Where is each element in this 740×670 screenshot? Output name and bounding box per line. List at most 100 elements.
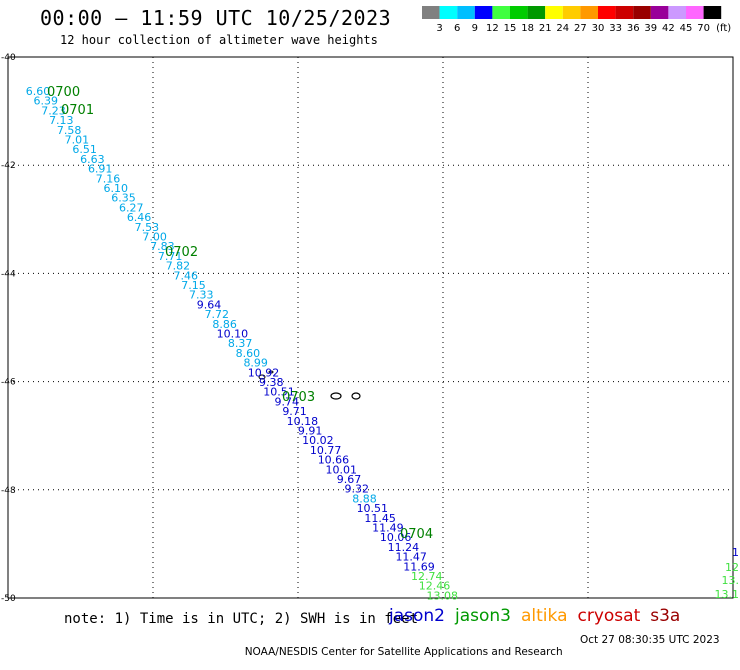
- wave-height-value: 7.72: [205, 308, 230, 321]
- colorbar-swatch: [598, 6, 616, 19]
- map-subtitle: 12 hour collection of altimeter wave hei…: [60, 33, 378, 47]
- footer-credit: NOAA/NESDIS Center for Satellite Applica…: [238, 634, 720, 670]
- wave-height-value: 6.39: [34, 95, 59, 108]
- time-label: 0702: [165, 245, 198, 260]
- wave-height-value: 9.64: [197, 298, 222, 311]
- wave-height-value: 6.63: [80, 153, 105, 166]
- colorbar-swatch: [457, 6, 475, 19]
- wave-height-value: 11.69: [403, 560, 435, 573]
- wave-height-value: 13.: [722, 574, 740, 587]
- colorbar-swatch: [668, 6, 686, 19]
- wave-height-value: 12.74: [411, 570, 443, 583]
- colorbar-tick-label: 18: [521, 23, 534, 34]
- wave-height-value: 13.1: [715, 588, 740, 601]
- wave-height-value: 6.10: [104, 182, 129, 195]
- wave-height-value: 10.77: [310, 444, 342, 457]
- wave-height-value: 6.60: [26, 85, 51, 98]
- wave-height-value: 10.01: [325, 463, 357, 476]
- map-title: 00:00 – 11:59 UTC 10/25/2023: [40, 6, 392, 30]
- wave-height-value: 12: [725, 561, 739, 574]
- wave-height-value: 8.86: [212, 318, 237, 331]
- satellite-cryosat: cryosat: [577, 606, 641, 626]
- wave-height-value: 8.88: [352, 492, 377, 505]
- wave-height-value: 11.45: [364, 512, 396, 525]
- colorbar-swatch: [422, 6, 440, 19]
- wave-height-value: 9.67: [337, 473, 362, 486]
- island-outline: [258, 374, 266, 380]
- wave-height-value: 7.53: [135, 221, 160, 234]
- wave-height-value: 6.35: [111, 192, 136, 205]
- wave-height-value: 9.38: [259, 376, 284, 389]
- wave-height-value: 8.99: [243, 357, 268, 370]
- colorbar-tick-label: 42: [662, 23, 675, 34]
- wave-height-value: 10.06: [380, 531, 412, 544]
- wave-height-value: 7.13: [49, 114, 74, 127]
- colorbar-swatch: [633, 6, 651, 19]
- colorbar-tick-label: 9: [472, 23, 478, 34]
- wave-height-value: 9.74: [275, 395, 300, 408]
- wave-height-value: 7.00: [142, 231, 167, 244]
- colorbar-swatch: [545, 6, 563, 19]
- wave-height-value: 7.46: [173, 269, 198, 282]
- lat-tick-label: -50: [1, 594, 16, 604]
- colorbar-swatch: [474, 6, 493, 19]
- wave-height-value: 8.37: [228, 337, 253, 350]
- satellite-legend: jason2 jason3 altika cryosat s3a: [389, 606, 690, 626]
- wave-height-value: 10.18: [287, 415, 319, 428]
- wave-height-value: 7.16: [96, 172, 121, 185]
- wave-height-value: 7.15: [181, 279, 206, 292]
- wave-height-value: 10.92: [248, 366, 280, 379]
- satellite-s3a: s3a: [650, 606, 681, 626]
- satellite-jason3: jason3: [455, 606, 511, 626]
- colorbar-tick-label: 36: [627, 23, 640, 34]
- wave-height-value: 6.27: [119, 201, 144, 214]
- wave-height-value: 10.02: [302, 434, 334, 447]
- map-frame: [7, 56, 734, 599]
- wave-height-value: 8.60: [236, 347, 261, 360]
- wave-height-value: 7.33: [189, 289, 214, 302]
- colorbar-tick-label: 39: [644, 23, 657, 34]
- wave-height-value: 7.71: [158, 250, 183, 263]
- time-label: 0701: [61, 103, 94, 118]
- colorbar-tick-label: 33: [609, 23, 622, 34]
- crozet-islands: [258, 370, 361, 400]
- colorbar-swatch: [615, 6, 634, 19]
- satellite-altika: altika: [521, 606, 568, 626]
- wave-height-value: 10.66: [318, 454, 350, 467]
- colorbar-swatch: [439, 6, 458, 19]
- wave-height-colorbar: 3 6 9 12 15 18 21 24 27 30 33 36 39 42 45 70 (ft): [422, 6, 731, 34]
- colorbar-swatch: [562, 6, 581, 19]
- colorbar-swatch: [510, 6, 528, 19]
- satellite-jason2: jason2: [389, 606, 445, 626]
- island-outline: [351, 392, 361, 400]
- wave-height-value: 10.10: [217, 328, 249, 341]
- wave-height-value: 1: [732, 546, 739, 559]
- wave-height-value: 7.58: [57, 124, 82, 137]
- colorbar-tick-label: 45: [680, 23, 693, 34]
- wave-height-value: 7.01: [65, 134, 90, 147]
- wave-height-value: 13.08: [427, 589, 459, 602]
- colorbar-swatch: [686, 6, 704, 19]
- island-outline: [268, 370, 274, 374]
- wave-height-value: 10.51: [357, 502, 389, 515]
- wave-height-value: 9.91: [298, 425, 323, 438]
- generation-timestamp: Oct 27 08:30:35 UTC 2023: [580, 634, 720, 646]
- time-label: 0704: [400, 527, 433, 542]
- colorbar-tick-label: 3: [436, 23, 442, 34]
- wave-height-track: 6.606.397.237.137.587.016.516.636.917.16…: [26, 85, 458, 602]
- wave-height-value: 10.51: [263, 386, 295, 399]
- altimeter-track-map: 454851545760-40-42-44-46-48-506.606.397.…: [1, 53, 740, 604]
- colorbar-swatch: [580, 6, 598, 19]
- units-note: note: 1) Time is in UTC; 2) SWH is in fe…: [64, 611, 419, 627]
- wave-height-value: 6.91: [88, 163, 113, 176]
- colorbar-unit: (ft): [716, 23, 731, 34]
- colorbar-tick-label: 6: [454, 23, 460, 34]
- credit-text: NOAA/NESDIS Center for Satellite Applica…: [244, 646, 563, 658]
- colorbar-swatch: [703, 6, 722, 19]
- wave-height-value: 6.46: [127, 211, 152, 224]
- time-label: 0700: [47, 85, 80, 100]
- island-outline: [330, 392, 342, 400]
- colorbar-swatch: [527, 6, 546, 19]
- wave-height-value: 7.82: [166, 260, 191, 273]
- wave-height-value: 11.24: [388, 541, 420, 554]
